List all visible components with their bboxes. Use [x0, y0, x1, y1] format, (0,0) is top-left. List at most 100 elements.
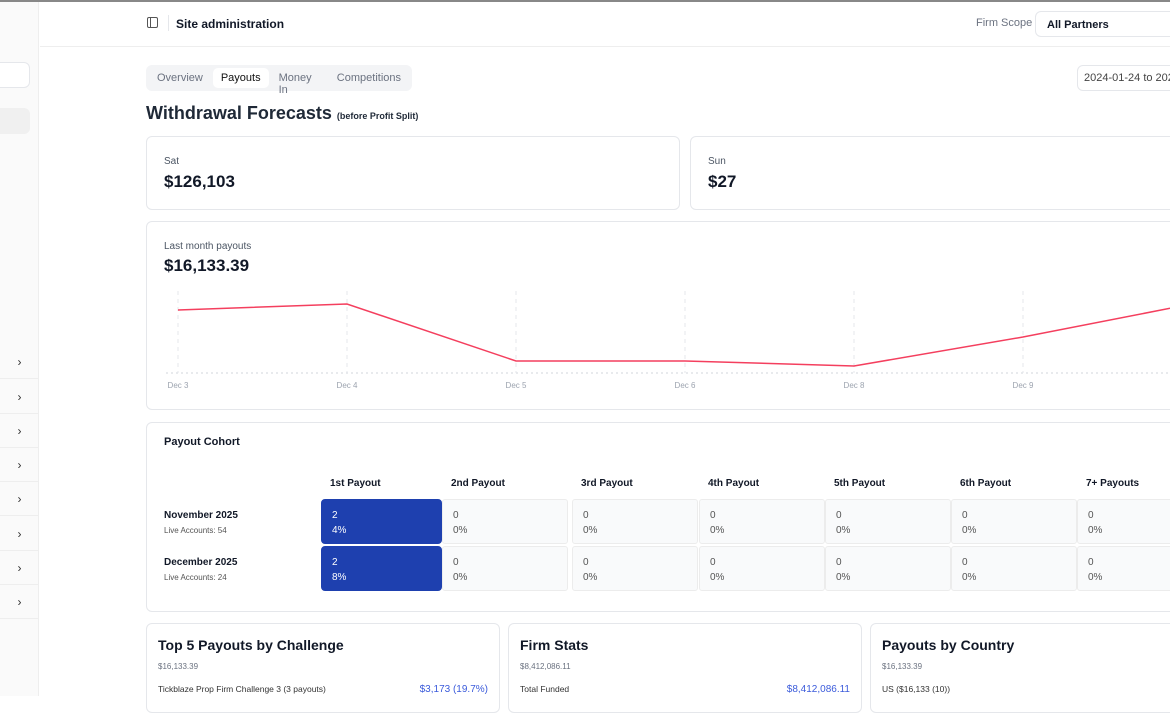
cohort-row-live-accounts: Live Accounts: 54 [164, 526, 227, 535]
summary-card: Payouts by Country $16,133.39 US ($16,13… [870, 623, 1170, 713]
forecast-card-sun: Sun $27 [690, 136, 1170, 210]
cohort-cell-count: 0 [453, 555, 557, 570]
cohort-row-month: November 2025 [164, 510, 238, 521]
summary-card-total: $8,412,086.11 [520, 662, 571, 671]
summary-card-row: Tickblaze Prop Firm Challenge 3 (3 payou… [158, 684, 488, 695]
firm-scope-label: Firm Scope [976, 17, 1032, 29]
summary-card-row: US ($16,133 (10)) [882, 684, 1170, 694]
summary-card-title: Firm Stats [520, 637, 588, 653]
cohort-column-header: 2nd Payout [451, 478, 505, 489]
cohort-cell-count: 2 [332, 508, 431, 523]
header: Site administration Firm Scope All Partn… [40, 2, 1170, 47]
forecast-day: Sun [708, 156, 726, 167]
summary-card-title: Top 5 Payouts by Challenge [158, 637, 344, 653]
summary-card: Firm Stats $8,412,086.11 Total Funded $8,… [508, 623, 862, 713]
page-subtitle: (before Profit Split) [337, 111, 419, 121]
cohort-row-live-accounts: Live Accounts: 24 [164, 573, 227, 582]
cohort-cell-count: 0 [1088, 508, 1170, 523]
cohort-column-header: 5th Payout [834, 478, 885, 489]
cohort-cell-count: 0 [1088, 555, 1170, 570]
summary-card-row: Total Funded $8,412,086.11 [520, 684, 850, 695]
date-range-picker[interactable]: 2024-01-24 to 2026 [1077, 65, 1170, 91]
cohort-column-header: 7+ Payouts [1086, 478, 1139, 489]
cohort-cell-count: 0 [583, 555, 687, 570]
cohort-cell-percent: 0% [583, 570, 687, 585]
cohort-cell-count: 0 [710, 508, 814, 523]
chevron-right-icon[interactable]: › [0, 551, 39, 585]
tab-competitions[interactable]: Competitions [329, 68, 409, 88]
divider [168, 15, 169, 31]
chart-label: Last month payouts [164, 241, 251, 252]
tab-payouts[interactable]: Payouts [213, 68, 269, 88]
cohort-column-header: 3rd Payout [581, 478, 633, 489]
chevron-right-icon[interactable]: › [0, 482, 39, 516]
chevron-right-icon[interactable]: › [0, 380, 39, 414]
cohort-cell-percent: 0% [962, 570, 1066, 585]
summary-card-total: $16,133.39 [158, 662, 198, 671]
payouts-chart-card: Last month payouts $16,133.39 [146, 221, 1170, 410]
tab-money-in[interactable]: Money In [271, 68, 327, 88]
summary-card-title: Payouts by Country [882, 637, 1014, 653]
sidebar: › › › › › › › › [0, 2, 39, 696]
forecast-day: Sat [164, 156, 179, 167]
chevron-right-icon[interactable]: › [0, 345, 39, 379]
forecast-value: $27 [708, 172, 736, 192]
page-header-title: Site administration [176, 17, 284, 31]
cohort-cell-percent: 0% [836, 570, 940, 585]
row-label: US ($16,133 (10)) [882, 684, 950, 694]
chart-total: $16,133.39 [164, 256, 249, 276]
summary-card: Top 5 Payouts by Challenge $16,133.39 Ti… [146, 623, 500, 713]
cohort-cell-count: 0 [962, 555, 1066, 570]
cohort-cell-count: 0 [710, 555, 814, 570]
cohort-cell-percent: 0% [710, 523, 814, 538]
page-title-text: Withdrawal Forecasts [146, 103, 332, 123]
cohort-cell-count: 0 [453, 508, 557, 523]
cohort-column-header: 6th Payout [960, 478, 1011, 489]
cohort-cell-percent: 0% [453, 570, 557, 585]
cohort-cell-percent: 4% [332, 523, 431, 538]
chevron-right-icon[interactable]: › [0, 517, 39, 551]
cohort-title: Payout Cohort [164, 436, 240, 448]
cohort-cell-percent: 0% [710, 570, 814, 585]
cohort-cell-percent: 0% [1088, 570, 1170, 585]
sidebar-item-active[interactable] [0, 108, 30, 134]
cohort-cell-count: 0 [836, 555, 940, 570]
chevron-right-icon[interactable]: › [0, 414, 39, 448]
sidebar-search-input[interactable] [0, 62, 30, 88]
tab-bar: Overview Payouts Money In Competitions [146, 65, 412, 91]
row-label: Tickblaze Prop Firm Challenge 3 (3 payou… [158, 684, 326, 695]
cohort-cell-percent: 0% [453, 523, 557, 538]
cohort-column-header: 1st Payout [330, 478, 381, 489]
cohort-cell-percent: 0% [583, 523, 687, 538]
tab-overview[interactable]: Overview [149, 68, 211, 88]
cohort-cell-count: 2 [332, 555, 431, 570]
chevron-right-icon[interactable]: › [0, 585, 39, 619]
cohort-column-header: 4th Payout [708, 478, 759, 489]
cohort-cell-percent: 0% [836, 523, 940, 538]
summary-card-total: $16,133.39 [882, 662, 922, 671]
forecast-card-sat: Sat $126,103 [146, 136, 680, 210]
row-value: $3,173 (19.7%) [420, 684, 488, 695]
cohort-cell-count: 0 [836, 508, 940, 523]
firm-scope-select[interactable]: All Partners⌄ [1035, 11, 1170, 37]
cohort-cell-percent: 8% [332, 570, 431, 585]
cohort-cell-percent: 0% [962, 523, 1066, 538]
row-label: Total Funded [520, 684, 569, 695]
forecast-value: $126,103 [164, 172, 235, 192]
sidebar-toggle-icon[interactable] [147, 17, 158, 28]
firm-scope-value: All Partners [1047, 19, 1109, 31]
chevron-right-icon[interactable]: › [0, 448, 39, 482]
cohort-row-month: December 2025 [164, 557, 237, 568]
row-value: $8,412,086.11 [787, 684, 850, 695]
